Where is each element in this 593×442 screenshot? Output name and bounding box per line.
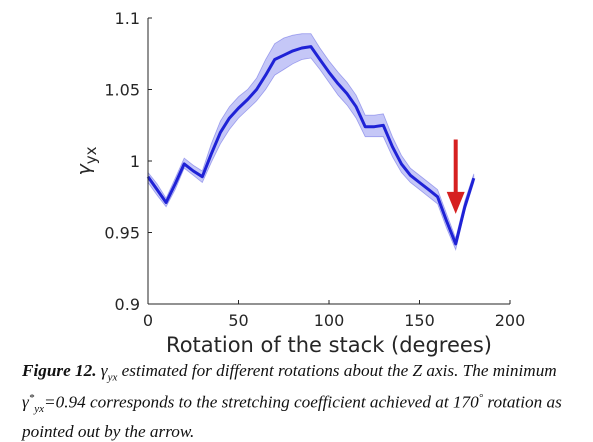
chart-marks [146,33,476,251]
x-tick-label: 0 [143,311,153,330]
y-axis-title: γyx [73,146,100,175]
y-tick-label: 0.95 [104,224,140,243]
y-axis-title-sub: yx [82,146,100,164]
caption-degree: ° [478,392,484,405]
x-tick-label: 200 [495,311,526,330]
series-line [146,45,476,246]
line-chart: 0 50 100 150 200 0.9 0.95 1 1.05 1.1 Rotation of … [73,9,525,357]
y-axis-title-main: γ [73,163,95,176]
caption-text-3: rotation as pointed out by the arrow. [22,393,562,441]
x-tick-label: 100 [314,311,345,330]
x-tick-label: 50 [228,311,248,330]
x-tick-label: 150 [404,311,435,330]
caption-min-sup: * [28,392,35,405]
y-tick-label: 1.1 [115,9,140,28]
y-tick-label: 0.9 [115,295,140,314]
figure-caption: Figure 12. γyx estimated for different r… [22,360,582,442]
axes: 0 50 100 150 200 0.9 0.95 1 1.05 1.1 [104,9,525,330]
caption-symbol: γ [100,361,108,380]
caption-text-2: =0.94 corresponds to the stretching coef… [44,393,479,413]
y-tick-label: 1.05 [104,81,140,100]
x-axis-title: Rotation of the stack (degrees) [166,333,492,357]
caption-min-symbol: γ [22,393,29,413]
caption-min-sub: yx [34,403,45,416]
caption-text-1: estimated for different rotations about … [117,361,557,380]
annotation-arrow-head [446,191,465,214]
caption-symbol-sub: yx [107,371,118,384]
y-tick-label: 1 [130,152,140,171]
caption-label: Figure 12. [22,361,97,380]
